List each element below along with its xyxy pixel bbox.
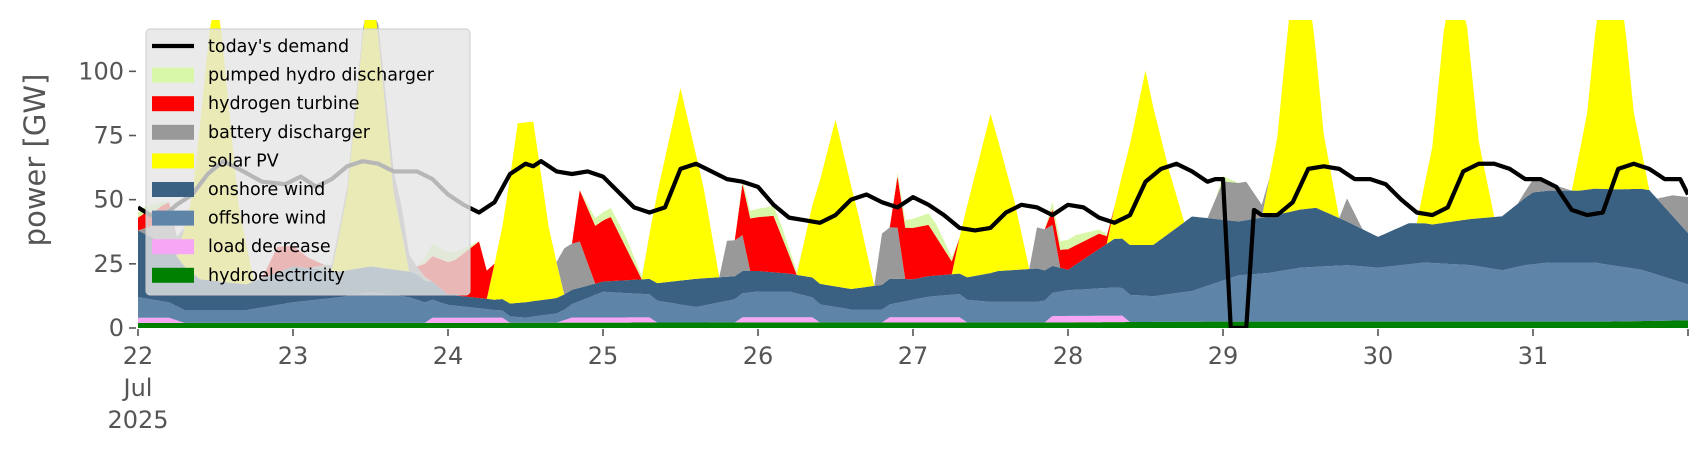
- x-tick-month-label: Jul: [122, 374, 153, 402]
- x-tick-year-label: 2025: [107, 406, 168, 434]
- legend-label: onshore wind: [208, 180, 325, 200]
- legend-item: battery discharger: [152, 123, 371, 143]
- legend-label: hydroelectricity: [208, 266, 345, 286]
- legend-swatch: [152, 210, 194, 226]
- legend-label: offshore wind: [208, 209, 326, 229]
- legend-label: pumped hydro discharger: [208, 66, 435, 86]
- y-axis-label: power [GW]: [18, 74, 52, 247]
- y-tick-label: 50: [93, 186, 124, 214]
- area-hydrogen-turbine: [138, 20, 1688, 299]
- y-tick-label: 100: [78, 57, 124, 85]
- y-tick-label: 25: [93, 250, 124, 278]
- legend-swatch: [152, 124, 194, 140]
- legend-swatch: [152, 182, 194, 197]
- legend: today's demand pumped hydro discharger hyd…: [145, 28, 471, 296]
- x-tick-label: 26: [743, 342, 774, 370]
- legend-label: battery discharger: [208, 123, 371, 143]
- legend-box: [145, 28, 471, 296]
- x-tick-label: 29: [1208, 342, 1239, 370]
- x-tick-label: 28: [1053, 342, 1084, 370]
- area-load-decrease: [138, 315, 1688, 323]
- legend-label: today's demand: [208, 37, 349, 57]
- legend-item: pumped hydro discharger: [152, 66, 435, 86]
- legend-item: offshore wind: [152, 209, 326, 229]
- legend-item: hydroelectricity: [152, 266, 345, 286]
- area-offshore-wind: [138, 262, 1688, 323]
- legend-label: load decrease: [208, 237, 331, 257]
- legend-label: solar PV: [208, 151, 279, 171]
- legend-swatch: [152, 67, 194, 83]
- legend-item: solar PV: [152, 151, 279, 171]
- area-hydroelectricity: [138, 320, 1688, 328]
- legend-swatch: [152, 96, 194, 112]
- legend-swatch: [152, 239, 194, 255]
- legend-swatch: [152, 267, 194, 283]
- x-tick-label: 23: [278, 342, 309, 370]
- stacked-areas: [138, 20, 1688, 328]
- x-tick-label: 24: [433, 342, 464, 370]
- legend-item: hydrogen turbine: [152, 94, 360, 114]
- area-onshore-wind: [138, 188, 1688, 318]
- x-tick-label: 27: [898, 342, 929, 370]
- axes: 0 25 50 75 100 22 Jul 2025 23 24 25 26 27 28 29 30 31: [78, 57, 1689, 434]
- legend-swatch: [152, 153, 194, 169]
- x-tick-label: 30: [1363, 342, 1394, 370]
- legend-item: onshore wind: [152, 180, 325, 200]
- y-tick-label: 0: [109, 314, 124, 342]
- legend-item: load decrease: [152, 237, 331, 257]
- x-tick-label: 22: [123, 342, 154, 370]
- legend-label: hydrogen turbine: [208, 94, 360, 114]
- area-solar-pv: [138, 20, 1688, 304]
- legend-item: today's demand: [152, 37, 349, 57]
- y-tick-label: 75: [93, 122, 124, 150]
- x-tick-label: 31: [1518, 342, 1549, 370]
- x-tick-label: 25: [588, 342, 619, 370]
